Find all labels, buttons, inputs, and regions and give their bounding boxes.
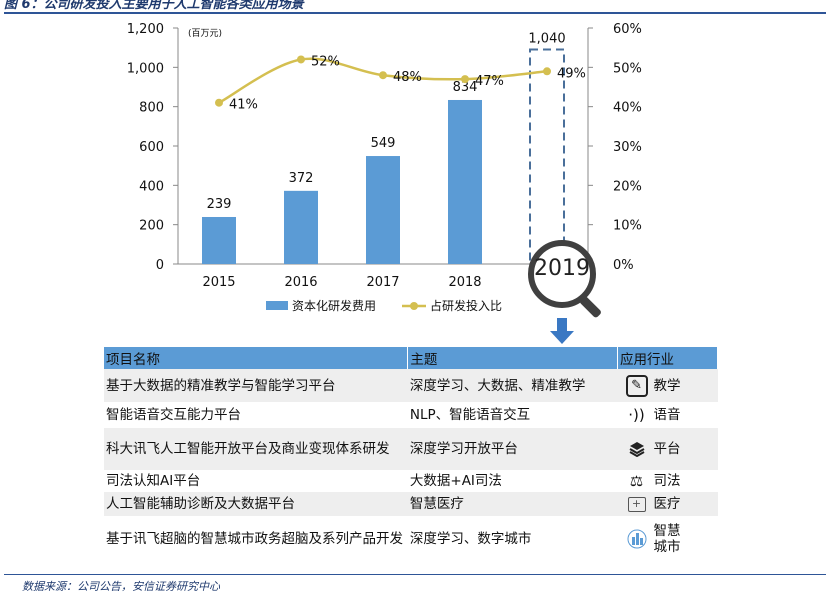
bar-value-label: 239: [207, 197, 232, 212]
right-tick-label: 20%: [613, 179, 642, 194]
table-row: 基于讯飞超脑的智慧城市政务超脑及系列产品开发 深度学习、数字城市 智慧城市: [104, 516, 718, 562]
right-tick-label: 40%: [613, 101, 642, 116]
unit-label: (百万元): [188, 28, 222, 39]
theme-cell: 深度学习、大数据、精准教学: [407, 369, 618, 402]
left-tick-label: 0: [156, 258, 164, 273]
rd-chart: 0 200 400 600 800 1,000 1,200 0% 10% 20% 30% 40% 50%…: [127, 22, 642, 313]
left-tick-label: 800: [139, 101, 164, 116]
medical-kit-icon: +: [627, 496, 646, 512]
left-tick-label: 600: [139, 140, 164, 155]
industry-cell: 平台: [617, 428, 718, 470]
table-row: 基于大数据的精准教学与智能学习平台 深度学习、大数据、精准教学 ✎ 教学: [104, 369, 718, 402]
industry-cell: 智慧城市: [617, 516, 718, 562]
left-tick-label: 400: [139, 179, 164, 194]
industry-label: 语音: [653, 407, 681, 423]
right-tick-label: 50%: [613, 61, 642, 76]
highlight-dashed-box: [529, 48, 565, 266]
theme-cell: 大数据+AI司法: [407, 470, 618, 492]
ratio-value-label: 47%: [475, 74, 504, 89]
project-cell: 智能语音交互能力平台: [104, 402, 408, 428]
theme-cell: 智慧医疗: [407, 492, 618, 516]
x-tick-label: 2015: [202, 275, 235, 290]
industry-label: 平台: [653, 441, 681, 457]
bar: [366, 156, 400, 264]
left-tick-label: 1,000: [127, 61, 164, 76]
magnifier-icon: 2019: [522, 234, 612, 324]
ratio-point: [379, 71, 387, 80]
project-cell: 人工智能辅助诊断及大数据平台: [104, 492, 408, 516]
bar: [448, 99, 482, 264]
industry-label: 司法: [653, 473, 681, 489]
pen-box-icon: ✎: [625, 374, 648, 397]
right-tick-label: 60%: [613, 22, 642, 37]
project-cell: 基于大数据的精准教学与智能学习平台: [104, 369, 408, 402]
left-tick-label: 200: [139, 219, 164, 234]
footer-rule: [4, 574, 826, 575]
industry-cell: ·)) 语音: [617, 402, 718, 428]
magnifier-handle: [578, 295, 603, 319]
ratio-value-label: 52%: [311, 54, 340, 69]
bar-value-label: 372: [289, 171, 314, 186]
theme-cell: 深度学习开放平台: [407, 428, 618, 470]
city-icon: [620, 529, 654, 549]
ratio-point: [297, 55, 305, 64]
bar: [284, 190, 318, 264]
right-tick-label: 30%: [613, 140, 642, 155]
industry-cell: ✎ 教学: [617, 369, 718, 402]
theme-cell: NLP、智能语音交互: [407, 402, 618, 428]
header-project: 项目名称: [104, 347, 409, 369]
project-cell: 基于讯飞超脑的智慧城市政务超脑及系列产品开发: [104, 516, 408, 562]
industry-cell: ⚖ 司法: [617, 470, 718, 492]
table-row: 科大讯飞人工智能开放平台及商业变现体系研发 深度学习开放平台 平台: [104, 428, 718, 470]
table-row: 智能语音交互能力平台 NLP、智能语音交互 ·)) 语音: [104, 402, 718, 428]
x-tick-label: 2018: [448, 275, 481, 290]
layers-icon: [620, 441, 654, 457]
zoom-year-label: 2019: [534, 256, 590, 281]
left-tick-label: 1,200: [127, 22, 164, 37]
title-rule: [4, 12, 826, 14]
x-tick-label: 2016: [284, 275, 317, 290]
bar-value-label: 1,040: [528, 31, 565, 46]
right-tick-label: 10%: [613, 219, 642, 234]
ratio-point: [543, 67, 551, 76]
down-arrow-icon: [550, 318, 574, 344]
project-cell: 司法认知AI平台: [104, 470, 408, 492]
header-theme: 主题: [407, 347, 619, 369]
legend-label-line: 占研发投入比: [430, 298, 502, 313]
ratio-point: [461, 75, 469, 84]
legend-swatch-point: [410, 302, 418, 310]
industry-cell: + 医疗: [617, 492, 718, 516]
ratio-value-label: 41%: [229, 98, 258, 113]
source-note: 数据来源：公司公告，安信证券研究中心: [22, 580, 220, 593]
voice-icon: ·)): [628, 406, 645, 424]
industry-label: 教学: [653, 377, 681, 394]
bar-value-label: 834: [453, 80, 478, 95]
ratio-value-label: 48%: [393, 70, 422, 85]
legend-swatch-bar: [266, 301, 288, 310]
bar: [202, 216, 236, 264]
magnifier-lens: [528, 240, 596, 308]
ratio-value-label: 49%: [557, 66, 586, 81]
table-row: 司法认知AI平台 大数据+AI司法 ⚖ 司法: [104, 470, 718, 492]
project-cell: 科大讯飞人工智能开放平台及商业变现体系研发: [104, 428, 408, 470]
ratio-point: [215, 98, 223, 107]
industry-label: 智慧城市: [653, 523, 681, 555]
scales-icon: ⚖: [629, 472, 644, 490]
figure-title: 图 6：公司研发投入主要用于人工智能各类应用场景: [4, 0, 304, 12]
theme-cell: 深度学习、数字城市: [407, 516, 618, 562]
table-header-row: 项目名称 主题 应用行业: [104, 347, 718, 369]
right-tick-label: 0%: [613, 258, 634, 273]
table-row: 人工智能辅助诊断及大数据平台 智慧医疗 + 医疗: [104, 492, 718, 516]
x-tick-label: 2017: [366, 275, 399, 290]
header-industry: 应用行业: [617, 347, 718, 369]
application-table: 项目名称 主题 应用行业 基于大数据的精准教学与智能学习平台 深度学习、大数据、…: [104, 347, 718, 562]
industry-label: 医疗: [653, 496, 681, 512]
bar-value-label: 549: [371, 136, 396, 151]
legend-label-bar: 资本化研发费用: [292, 298, 376, 313]
